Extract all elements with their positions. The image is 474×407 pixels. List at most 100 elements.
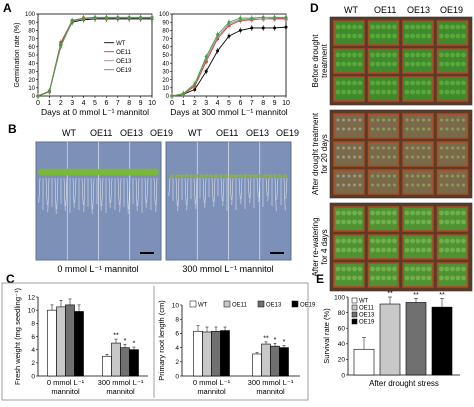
plant	[335, 210, 341, 216]
plant	[462, 155, 465, 159]
y-tick-label: 8	[175, 317, 179, 324]
pot-soil	[335, 143, 363, 165]
plant	[426, 24, 432, 30]
plant	[353, 174, 356, 178]
plant	[370, 80, 375, 86]
plant	[440, 174, 443, 178]
plant	[336, 127, 340, 131]
plant	[392, 80, 397, 86]
plant	[387, 183, 391, 187]
series-line-oe13	[171, 17, 286, 97]
plant	[456, 183, 460, 187]
x-tick-label: 300 mmol L⁻¹	[248, 378, 294, 387]
plant	[450, 238, 455, 244]
legend-swatch	[351, 304, 358, 311]
plant	[376, 183, 380, 187]
root	[65, 177, 68, 207]
plant	[358, 118, 362, 122]
plant	[341, 247, 346, 253]
y-tick-label: 6	[175, 331, 179, 338]
plant	[440, 127, 443, 131]
root	[267, 177, 270, 202]
x-tick-label: 2	[193, 100, 197, 107]
plant	[357, 80, 363, 86]
plant	[422, 127, 425, 131]
seedling-leaf	[248, 174, 253, 178]
legend-swatch	[257, 300, 265, 308]
plant	[439, 61, 444, 67]
plant	[341, 89, 346, 95]
seedling-leaf	[199, 174, 204, 178]
plant	[386, 61, 392, 67]
plant	[416, 146, 420, 150]
plant	[415, 61, 421, 67]
plant	[455, 238, 461, 244]
plant	[444, 52, 450, 58]
seedling-leaf	[184, 174, 189, 178]
y-tick-label: 0	[175, 373, 179, 380]
b-left-genotype-oe11: OE11	[90, 128, 112, 138]
legend-label: OE11	[116, 50, 132, 56]
plant	[335, 80, 341, 86]
root	[274, 177, 277, 212]
root	[155, 177, 158, 213]
plant	[444, 61, 450, 67]
plant	[461, 80, 466, 86]
plant	[456, 155, 460, 159]
plant	[404, 247, 410, 253]
y-tick-label: 50	[162, 53, 169, 59]
plant	[341, 80, 346, 86]
pot-soil	[438, 171, 467, 193]
plant	[455, 89, 461, 95]
plant	[461, 89, 466, 95]
plant	[375, 275, 381, 281]
panel-letter-b: B	[8, 122, 17, 136]
chart-root-length: 0 2 4 6 8 10 Primary root length (cm) 0 mmol L⁻…	[157, 300, 316, 396]
plant	[404, 275, 410, 281]
root	[128, 177, 131, 210]
plant	[416, 118, 420, 122]
panel-b-photos: WT OE11 OE13 OE19 WT OE11 OE13 OE19 0 mm…	[35, 128, 299, 274]
plant	[352, 210, 357, 216]
data-point	[193, 81, 197, 86]
plant	[347, 174, 351, 178]
legend-label: OE13	[116, 59, 132, 65]
plant	[357, 247, 363, 253]
plant	[450, 219, 455, 225]
data-point	[104, 15, 109, 20]
plant	[381, 210, 386, 216]
plant	[342, 118, 345, 122]
x-tick-label: 1	[47, 100, 51, 107]
y-tick-label: 80	[28, 29, 35, 35]
plant	[421, 89, 426, 95]
plant	[335, 247, 341, 253]
legend-label: OE13	[266, 303, 282, 309]
plant	[371, 118, 374, 122]
plant	[376, 155, 380, 159]
plant	[450, 24, 455, 30]
d-row-label-line: After re-watering	[311, 217, 320, 276]
plant	[371, 146, 374, 150]
plant	[386, 238, 392, 244]
legend-label: OE19	[359, 320, 375, 326]
x-tick-label: 7	[250, 100, 254, 107]
plant	[456, 118, 460, 122]
plant	[439, 24, 444, 30]
plant	[346, 33, 352, 39]
plant	[357, 52, 363, 58]
plant	[375, 247, 381, 253]
root	[186, 177, 189, 211]
plant	[381, 52, 386, 58]
plant	[381, 80, 386, 86]
pot-soil	[438, 143, 467, 165]
y-tick-label: 20	[162, 78, 169, 84]
root	[231, 177, 234, 206]
x-tick-label: mannitol	[106, 387, 135, 396]
plant	[440, 118, 443, 122]
plant	[450, 275, 455, 281]
data-point	[261, 15, 265, 20]
plant	[421, 24, 426, 30]
plant	[392, 61, 397, 67]
plant	[415, 80, 421, 86]
